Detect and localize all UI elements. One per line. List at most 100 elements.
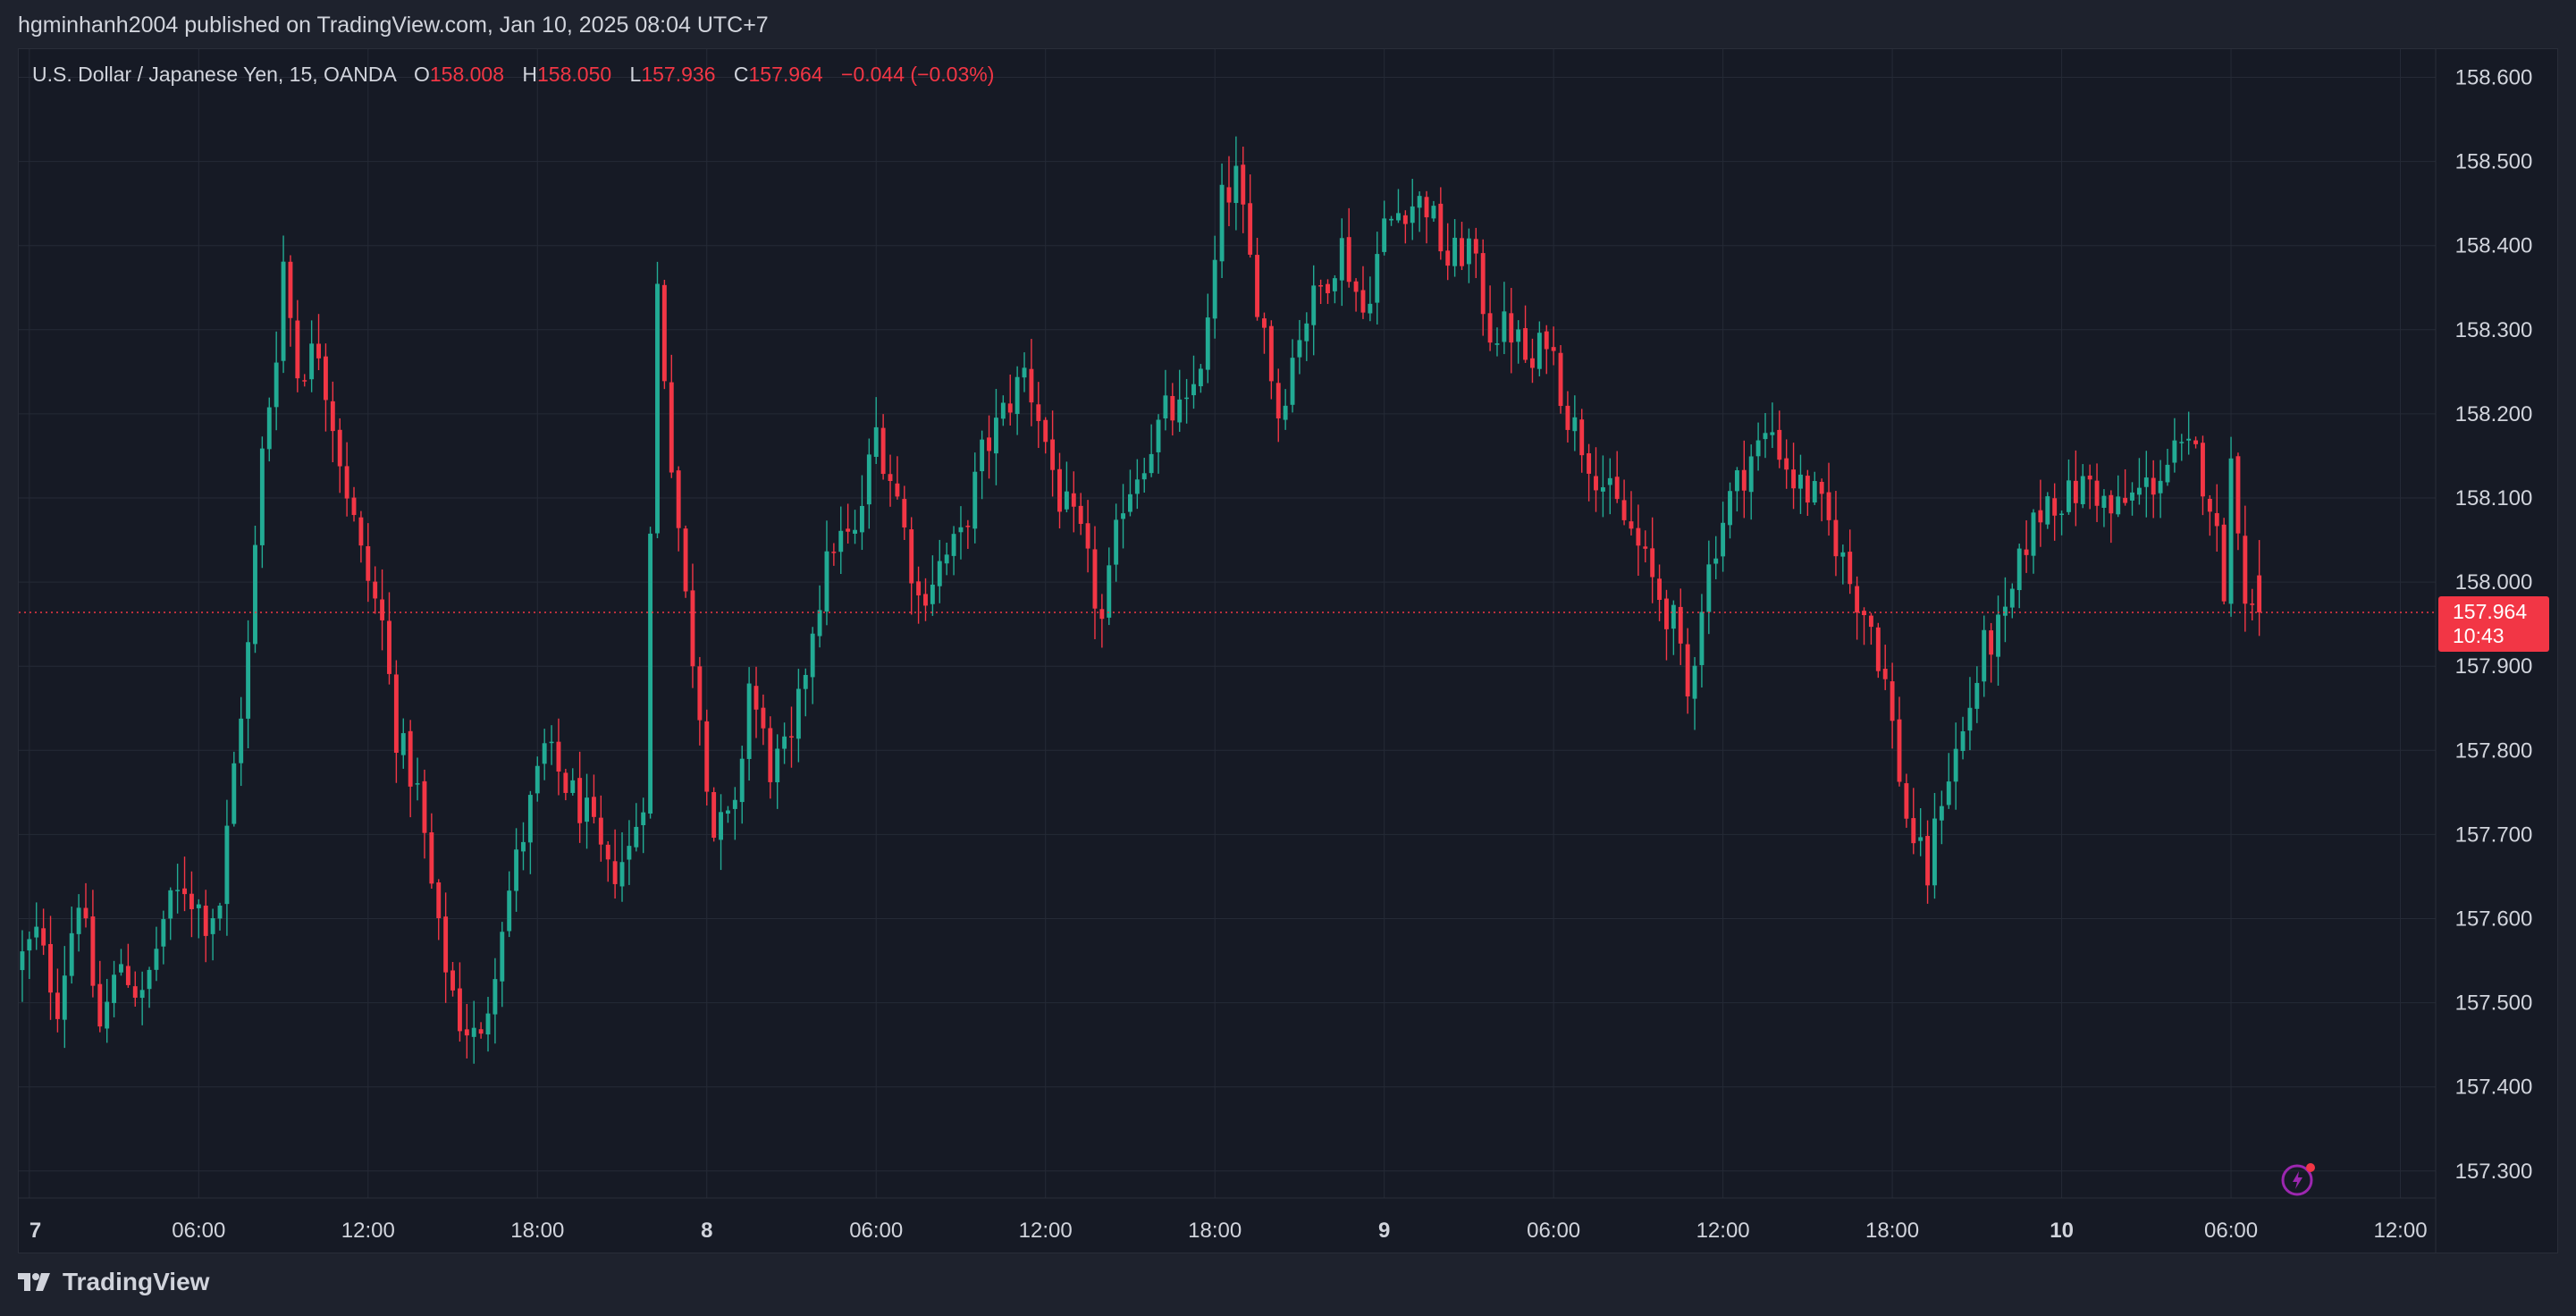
candle (366, 523, 371, 603)
candle-body (2052, 498, 2058, 516)
candle (2207, 494, 2212, 536)
candle (2094, 463, 2100, 522)
candle (1530, 338, 1535, 384)
candle-body (1741, 469, 1747, 491)
candle (2080, 464, 2085, 509)
candle-body (48, 943, 53, 993)
candle (1770, 402, 1775, 449)
candle-body (1311, 285, 1317, 325)
candle (1410, 179, 1415, 240)
candle-body (2201, 443, 2205, 497)
candle-body (1466, 238, 1471, 265)
candle (2250, 588, 2255, 620)
candle (1417, 191, 1422, 232)
price-tick-label: 157.300 (2455, 1160, 2533, 1184)
candle-body (2151, 477, 2156, 495)
candle (817, 585, 822, 648)
candle (838, 506, 844, 575)
candle (1304, 312, 1309, 361)
close-label: C (733, 63, 749, 86)
candle-body (62, 975, 67, 1020)
candle-body (2130, 492, 2134, 501)
candle (1438, 187, 1444, 260)
candle (1664, 589, 1669, 661)
candle (302, 374, 307, 387)
price-tick-label: 158.500 (2455, 150, 2533, 174)
candle-body (366, 545, 371, 581)
candle (1939, 790, 1944, 845)
last-price-value: 157.964 (2453, 600, 2528, 623)
candle-body (1579, 419, 1585, 456)
candle-body (1297, 340, 1302, 358)
candle-body (1572, 417, 1578, 432)
candle-body (161, 919, 166, 947)
candle (2193, 436, 2199, 449)
candle-body (500, 932, 505, 982)
candle-body (831, 552, 837, 553)
candle-body (1819, 481, 1824, 494)
candle (1177, 369, 1183, 433)
candle-body (739, 758, 745, 803)
candle (2158, 460, 2163, 519)
candle-body (1678, 606, 1683, 644)
candle (259, 436, 265, 569)
candle (1375, 232, 1380, 325)
candle (105, 978, 110, 1043)
candle-body (90, 916, 96, 986)
candle-body (1516, 329, 1521, 342)
candle (1466, 228, 1471, 283)
candle (450, 961, 455, 997)
candle (1826, 462, 1831, 536)
tradingview-brand[interactable]: TradingView (18, 1268, 209, 1296)
candle (1339, 218, 1344, 307)
candle-body (1728, 491, 1732, 526)
candle-body (2158, 480, 2163, 494)
candle-body (1375, 254, 1380, 303)
candle (1487, 285, 1493, 351)
candle (2165, 449, 2170, 486)
price-tick-label: 157.600 (2455, 907, 2533, 932)
candle-body (965, 526, 971, 527)
candle-body (1226, 187, 1232, 203)
candle (500, 922, 505, 1008)
candle (1163, 369, 1168, 431)
candle (1932, 792, 1937, 899)
candle-body (690, 590, 695, 667)
candle (1226, 156, 1232, 226)
candle (1502, 282, 1507, 355)
candle (76, 894, 81, 952)
candle-body (1494, 343, 1500, 345)
candle (732, 787, 737, 840)
candle (1833, 491, 1839, 577)
candle (224, 799, 230, 936)
candle (549, 725, 554, 765)
candle-body (323, 356, 328, 401)
time-tick-label: 06:00 (1527, 1219, 1580, 1243)
candle (1431, 200, 1436, 223)
candle-body (436, 882, 442, 919)
high-value: 158.050 (537, 63, 612, 86)
candle (1671, 600, 1676, 655)
candle-body (944, 554, 949, 564)
time-tick-label: 06:00 (849, 1219, 903, 1243)
candle-body (1875, 627, 1881, 671)
candle (1382, 200, 1387, 256)
candle-body (1064, 491, 1069, 510)
candle-body (373, 581, 378, 599)
candle (2024, 520, 2029, 573)
lightning-icon[interactable] (2281, 1160, 2317, 1196)
candle (253, 526, 257, 654)
candle (1812, 471, 1817, 505)
candle-body (2143, 477, 2149, 487)
candle-body (1960, 730, 1966, 751)
candle-body (1982, 629, 1987, 682)
candle (1255, 238, 1260, 321)
candle (2031, 509, 2036, 574)
symbol-legend[interactable]: U.S. Dollar / Japanese Yen, 15, OANDA O1… (32, 63, 994, 87)
candle (803, 668, 808, 717)
candle (661, 279, 667, 390)
candle-body (789, 736, 794, 738)
candle (1402, 210, 1408, 244)
candle-body (1114, 519, 1119, 565)
